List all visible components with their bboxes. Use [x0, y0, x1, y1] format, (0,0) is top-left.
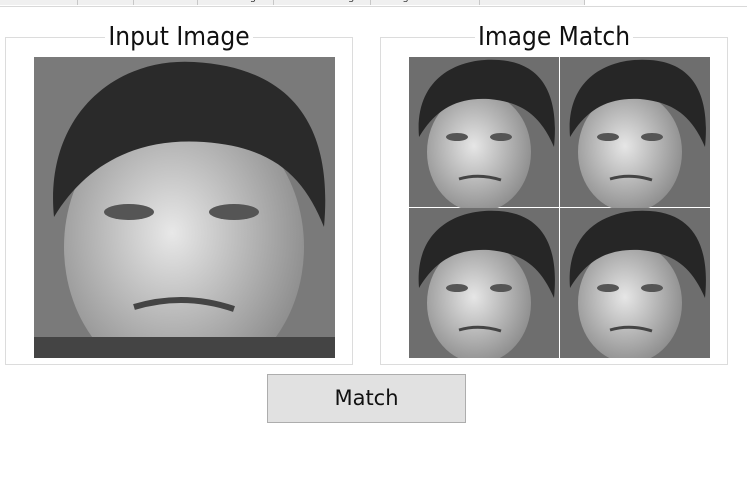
tab[interactable]: Segmentation	[371, 0, 480, 5]
tab[interactable]: Face Detection	[480, 0, 585, 5]
input-image	[34, 57, 335, 358]
tab[interactable]: Thresholding	[274, 0, 371, 5]
tab[interactable]: Contour	[0, 0, 78, 5]
group-title: Input Image	[6, 22, 352, 52]
title-text: Image Match	[474, 22, 634, 52]
tab[interactable]: LBP	[134, 0, 198, 5]
tab-bar: ContourControlsLBPMaskingThresholdingSeg…	[0, 0, 747, 7]
match-group: Image Match	[380, 22, 728, 365]
title-text: Input Image	[105, 22, 253, 52]
input-group: Input Image	[5, 22, 353, 365]
tab[interactable]: Masking	[198, 0, 274, 5]
group-title: Image Match	[381, 22, 727, 52]
tab[interactable]: Controls	[78, 0, 134, 5]
match-button[interactable]: Match	[267, 374, 466, 423]
match-images	[409, 57, 710, 358]
